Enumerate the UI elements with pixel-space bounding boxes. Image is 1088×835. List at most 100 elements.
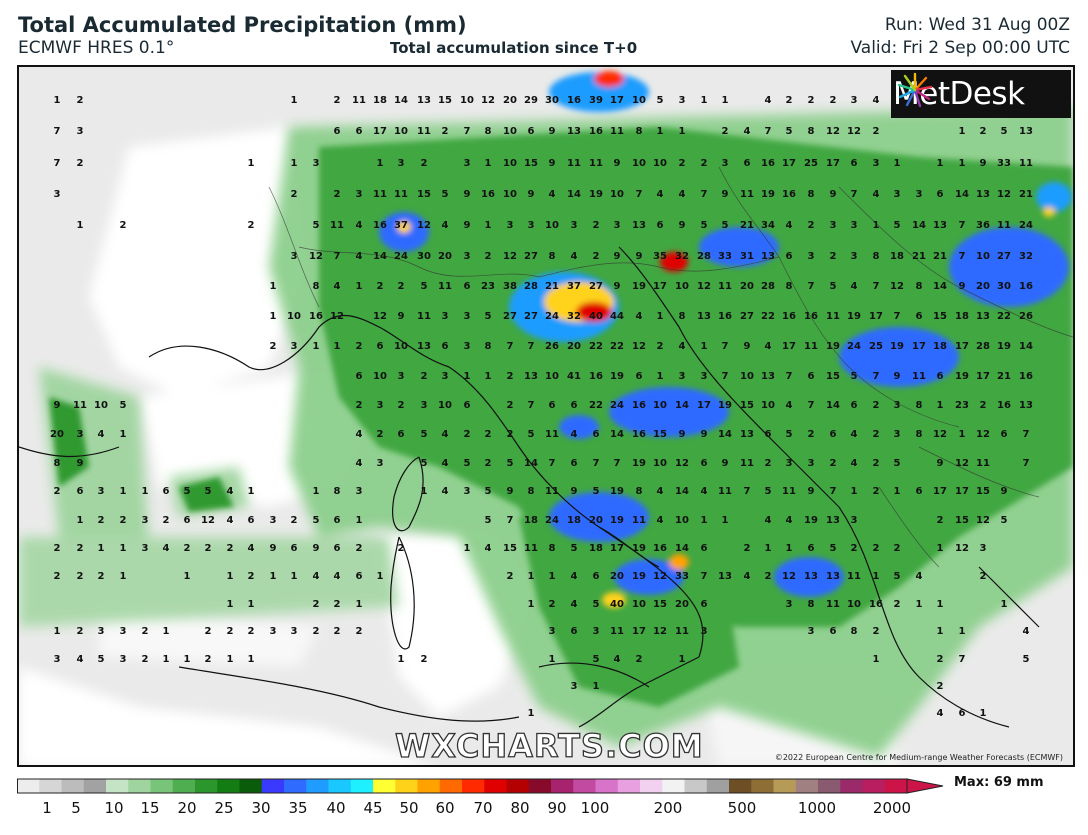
point-value: 1 (120, 486, 127, 497)
point-value: 27 (589, 281, 603, 292)
point-value: 4 (765, 95, 772, 106)
point-value: 4 (334, 281, 341, 292)
point-value: 2 (873, 458, 880, 469)
point-value: 6 (701, 458, 708, 469)
point-value: 35 (653, 251, 667, 262)
point-value: 1 (765, 543, 772, 554)
colorbar-swatch (328, 779, 352, 793)
point-value: 12 (675, 458, 689, 469)
point-value: 2 (894, 599, 901, 610)
point-value: 4 (334, 571, 341, 582)
point-value: 2 (270, 341, 277, 352)
point-value: 7 (959, 654, 966, 665)
colorbar-swatch (395, 779, 419, 793)
point-value: 6 (657, 220, 664, 231)
point-value: 3 (894, 189, 901, 200)
point-value: 10 (632, 158, 646, 169)
point-value: 18 (955, 311, 969, 322)
point-value: 33 (997, 158, 1011, 169)
point-value: 2 (830, 458, 837, 469)
run-time: Run: Wed 31 Aug 00Z (884, 15, 1070, 35)
point-value: 17 (869, 311, 883, 322)
point-value: 9 (679, 220, 686, 231)
point-value: 3 (464, 341, 471, 352)
point-value: 1 (163, 654, 170, 665)
point-value: 6 (464, 281, 471, 292)
point-value: 12 (997, 189, 1011, 200)
point-value: 5 (421, 281, 428, 292)
point-value: 3 (442, 311, 449, 322)
point-value: 4 (485, 543, 492, 554)
point-value: 12 (933, 429, 947, 440)
point-value: 11 (782, 486, 796, 497)
point-value: 14 (675, 400, 689, 411)
point-value: 3 (679, 371, 686, 382)
point-value: 10 (976, 251, 990, 262)
point-value: 5 (593, 599, 600, 610)
point-value: 2 (808, 429, 815, 440)
point-value: 6 (184, 515, 191, 526)
point-value: 2 (873, 126, 880, 137)
point-value: 13 (826, 571, 840, 582)
point-value: 13 (761, 371, 775, 382)
coastlines-and-borders (19, 246, 1040, 728)
point-value: 6 (528, 126, 535, 137)
point-value: 3 (98, 486, 105, 497)
point-value: 5 (528, 429, 535, 440)
point-value: 4 (227, 515, 234, 526)
point-value: 17 (782, 341, 796, 352)
point-value: 6 (571, 400, 578, 411)
colorbar-swatch (818, 779, 841, 793)
point-value: 3 (980, 543, 987, 554)
colorbar-swatch (862, 779, 886, 793)
point-value: 2 (334, 95, 341, 106)
colorbar-swatch (172, 779, 196, 793)
precipitation-map[interactable]: 1 2 1 2 11 18 14 13 15 10 12 20 29 30 16 39 17 10 5 3 1 1 4 2 2 2… (17, 65, 1075, 767)
point-value: 1 (291, 95, 298, 106)
point-value: 6 (334, 126, 341, 137)
point-value: 5 (722, 220, 729, 231)
point-value: 7 (722, 341, 729, 352)
point-value: 1 (873, 220, 880, 231)
point-value: 2 (227, 543, 234, 554)
colorbar-swatch (729, 779, 752, 793)
point-value: 2 (313, 599, 320, 610)
point-value: 3 (873, 158, 880, 169)
point-value: 21 (912, 251, 926, 262)
point-value: 7 (959, 251, 966, 262)
point-value: 7 (1023, 429, 1030, 440)
point-value: 9 (937, 458, 944, 469)
colorbar-tick-label: 80 (510, 799, 530, 817)
point-value: 1 (270, 281, 277, 292)
point-value: 2 (894, 543, 901, 554)
point-value: 4 (657, 189, 664, 200)
point-value: 9 (722, 189, 729, 200)
point-value: 2 (205, 543, 212, 554)
point-value: 4 (851, 429, 858, 440)
point-value: 18 (890, 251, 904, 262)
point-value: 20 (567, 341, 581, 352)
max-value-label: Max: 69 mm (954, 775, 1044, 790)
point-value: 11 (997, 220, 1011, 231)
point-value: 15 (503, 543, 517, 554)
point-value: 7 (701, 189, 708, 200)
point-value: 2 (163, 515, 170, 526)
point-value: 3 (701, 626, 708, 637)
point-value: 1 (120, 543, 127, 554)
point-value: 17 (782, 158, 796, 169)
point-value: 18 (524, 515, 538, 526)
point-value: 2 (98, 571, 105, 582)
point-value: 1 (873, 654, 880, 665)
point-value: 15 (653, 599, 667, 610)
point-value: 1 (120, 429, 127, 440)
point-value: 4 (786, 220, 793, 231)
point-value: 8 (549, 251, 556, 262)
point-value: 1 (464, 543, 471, 554)
point-value: 3 (98, 626, 105, 637)
point-value: 1 (549, 654, 556, 665)
point-value: 2 (205, 626, 212, 637)
point-value: 4 (744, 126, 751, 137)
point-value: 36 (976, 220, 990, 231)
colorbar-swatch (617, 779, 641, 793)
point-value: 12 (632, 341, 646, 352)
